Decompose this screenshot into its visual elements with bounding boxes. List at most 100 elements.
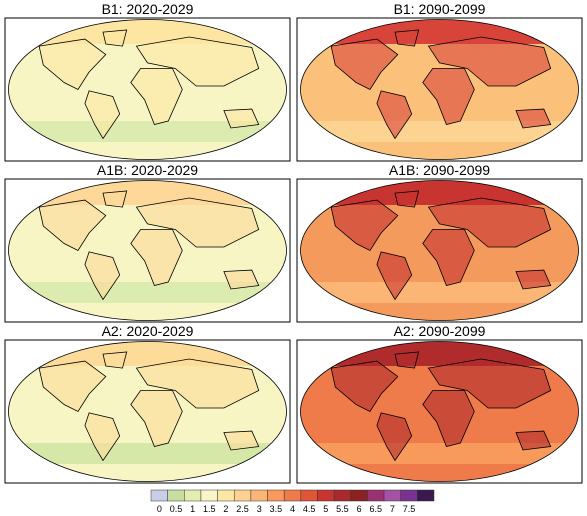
colorbar-tick-label: 4.5 [303,504,316,514]
colorbar-swatch [300,489,318,502]
colorbar-tick-label: 0.5 [170,504,183,514]
continent [223,108,260,129]
panel-title: A2: 2090-2099 [394,323,486,339]
colorbar-tick-label: 3.5 [270,504,283,514]
continent [84,251,121,301]
map [300,180,579,321]
map-south [300,121,579,142]
colorbar-swatch [367,489,385,502]
continent [515,430,552,451]
panel-title: B1: 2090-2099 [394,1,486,17]
continent [38,38,107,91]
map-south [300,282,579,303]
map-panel: A1B: 2090-2099 [296,162,583,323]
continent [376,90,413,140]
colorbar-swatch [267,489,285,502]
colorbar-tick-label: 7 [390,504,395,514]
colorbar-swatch [184,489,202,502]
colorbar-tick-label: 1 [190,504,195,514]
continent [422,68,475,125]
colorbar-tick-label: 6.5 [369,504,382,514]
colorbar-tick-label: 1.5 [203,504,216,514]
colorbar-swatch [250,489,268,502]
continent [330,199,399,252]
continent [427,36,552,87]
continent [84,412,121,462]
continent [376,251,413,301]
colorbar-swatch [400,489,418,502]
continent [102,190,128,208]
map-south [300,443,579,464]
colorbar-tick-label: 0 [157,504,162,514]
continent [38,360,107,413]
colorbar-tick-label: 7.5 [403,504,416,514]
colorbar-tick-label: 2 [223,504,228,514]
map [8,341,287,482]
continent [394,190,420,208]
colorbar-tick-label: 5.5 [336,504,349,514]
colorbar-swatch [150,489,168,502]
map-panel: A1B: 2020-2029 [4,162,291,323]
colorbar-swatch [200,489,218,502]
continent [135,197,260,248]
colorbar-tick-label: 3 [257,504,262,514]
continent [515,108,552,129]
colorbar-tick-label: 4 [290,504,295,514]
map-outline [8,19,287,160]
continent [84,90,121,140]
colorbar-swatch [233,489,252,502]
map-outline [8,341,287,482]
map-panel: A2: 2090-2099 [296,323,583,484]
continent [515,269,552,290]
panel-title: A2: 2020-2029 [102,323,194,339]
map-panel: A2: 2020-2029 [4,323,291,484]
continent [135,36,260,87]
colorbar-swatch [167,489,185,502]
map [300,19,579,160]
continent [394,29,420,47]
continent [130,68,183,125]
continent [38,199,107,252]
continent [130,390,183,447]
continent [102,351,128,369]
colorbar-tick-label: 2.5 [236,504,249,514]
continent [102,29,128,47]
continent [330,360,399,413]
continent [422,390,475,447]
continent [427,358,552,409]
map-south [8,121,287,142]
continent [427,197,552,248]
continent [223,269,260,290]
colorbar-tick-label: 5 [323,504,328,514]
continent [135,358,260,409]
map-outline [300,341,579,482]
map [300,341,579,482]
colorbar-swatch [333,489,352,502]
colorbar-tick-label: 6 [357,504,362,514]
continent [330,38,399,91]
colorbar-swatch [317,489,335,502]
colorbar-swatch [283,489,302,502]
map-panel: B1: 2090-2099 [296,1,583,162]
colorbar-swatch [217,489,235,502]
continent [394,351,420,369]
colorbar-swatch [350,489,368,502]
map-outline [300,180,579,321]
map-south [8,443,287,464]
panel-title: B1: 2020-2029 [102,1,194,17]
map-south [8,282,287,303]
map-panel: B1: 2020-2029 [4,1,291,162]
map [8,19,287,160]
map-outline [300,19,579,160]
colorbar-swatch [383,489,401,502]
map-outline [8,180,287,321]
continent [422,229,475,286]
map [8,180,287,321]
continent [130,229,183,286]
continent [223,430,260,451]
panel-title: A1B: 2020-2029 [97,162,198,178]
colorbar-swatch [417,489,435,502]
panel-title: A1B: 2090-2099 [389,162,490,178]
continent [376,412,413,462]
